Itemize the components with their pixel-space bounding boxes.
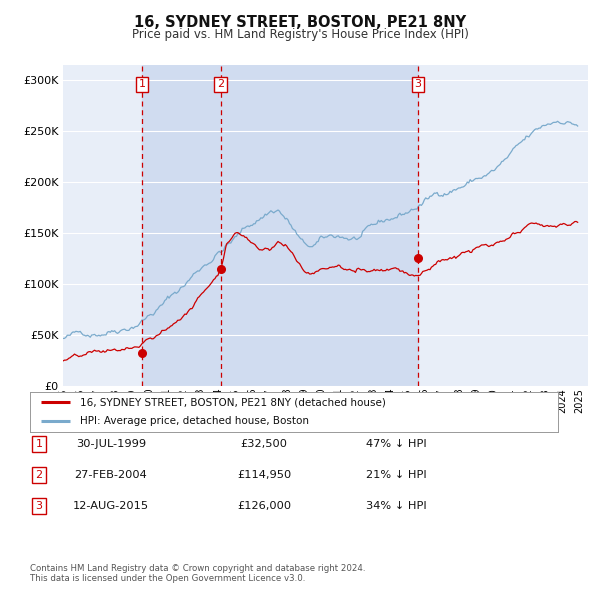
Text: 12-AUG-2015: 12-AUG-2015 — [73, 502, 149, 511]
Bar — [142, 65, 221, 386]
Text: 27-FEB-2004: 27-FEB-2004 — [74, 470, 148, 480]
Text: 1: 1 — [35, 439, 43, 448]
Text: 1: 1 — [139, 80, 145, 89]
Text: 21% ↓ HPI: 21% ↓ HPI — [365, 470, 427, 480]
Text: 3: 3 — [415, 80, 421, 89]
Text: 47% ↓ HPI: 47% ↓ HPI — [365, 439, 427, 448]
Text: 2: 2 — [217, 80, 224, 89]
Text: £126,000: £126,000 — [237, 502, 291, 511]
Text: 2: 2 — [35, 470, 43, 480]
Text: 16, SYDNEY STREET, BOSTON, PE21 8NY (detached house): 16, SYDNEY STREET, BOSTON, PE21 8NY (det… — [80, 397, 386, 407]
Text: £32,500: £32,500 — [241, 439, 287, 448]
Text: Price paid vs. HM Land Registry's House Price Index (HPI): Price paid vs. HM Land Registry's House … — [131, 28, 469, 41]
Text: 3: 3 — [35, 502, 43, 511]
Text: 30-JUL-1999: 30-JUL-1999 — [76, 439, 146, 448]
Text: £114,950: £114,950 — [237, 470, 291, 480]
Text: 16, SYDNEY STREET, BOSTON, PE21 8NY: 16, SYDNEY STREET, BOSTON, PE21 8NY — [134, 15, 466, 30]
Text: Contains HM Land Registry data © Crown copyright and database right 2024.
This d: Contains HM Land Registry data © Crown c… — [30, 563, 365, 583]
Bar — [221, 65, 418, 386]
Text: 34% ↓ HPI: 34% ↓ HPI — [365, 502, 427, 511]
Text: HPI: Average price, detached house, Boston: HPI: Average price, detached house, Bost… — [80, 417, 309, 427]
